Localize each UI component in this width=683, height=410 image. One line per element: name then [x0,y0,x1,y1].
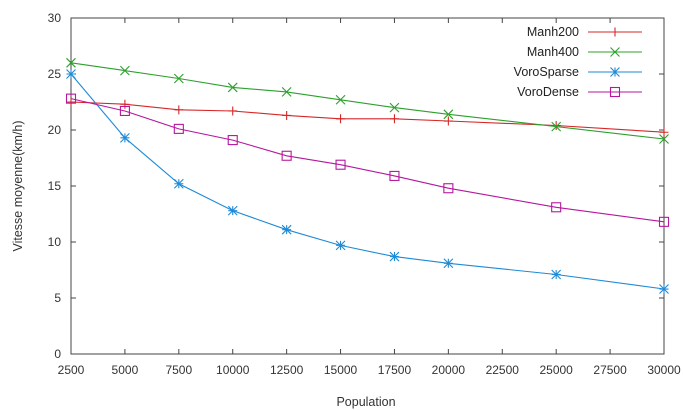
data-point [120,132,130,143]
legend: Manh200 Manh400 VoroSparse VoroDense [514,25,642,99]
data-point [551,121,562,132]
legend-item: VoroSparse [514,65,642,79]
data-point [66,69,76,79]
y-tick-label: 20 [48,123,62,137]
series-line [70,101,665,133]
legend-marker [610,67,620,77]
legend-label: Manh400 [527,45,579,59]
y-axis-label: Vitesse moyenne(km/h) [11,120,25,251]
legend-marker [610,47,620,57]
series-manh200 [66,97,669,137]
data-point [389,170,400,181]
series-line [70,98,665,223]
x-tick-label: 5000 [112,363,139,377]
legend-label: Manh200 [527,25,579,39]
y-tick-label: 15 [48,179,62,193]
data-point [335,94,346,105]
legend-item: Manh200 [527,25,642,39]
data-point [443,116,453,126]
data-point [282,110,292,120]
data-point [227,82,238,93]
x-axis: 2500 5000 7500 10000 12500 15000 17500 20000 225… [58,18,681,377]
legend-item: VoroDense [517,85,642,99]
legend-marker [609,86,621,98]
data-point [659,127,669,137]
y-tick-label: 5 [54,291,61,305]
data-point [389,114,399,124]
data-point [551,269,562,280]
data-point [443,258,454,269]
x-tick-label: 7500 [165,363,192,377]
data-point [281,87,292,97]
data-point [227,205,238,216]
data-point [281,224,292,235]
x-tick-label: 22500 [486,363,520,377]
data-point [228,106,238,116]
x-tick-label: 27500 [593,363,627,377]
legend-marker [610,27,620,37]
y-tick-label: 10 [48,235,62,249]
series-manh400 [66,57,669,144]
data-point [551,121,561,131]
data-point [443,183,454,194]
data-point [335,159,346,170]
x-tick-label: 25000 [539,363,573,377]
legend-item: Manh400 [527,45,642,59]
x-tick-label: 17500 [378,363,412,377]
data-point [659,134,669,144]
data-point [551,202,562,213]
x-tick-label: 15000 [324,363,358,377]
x-axis-label: Population [336,395,395,409]
data-point [336,114,346,124]
y-tick-label: 30 [48,11,62,25]
data-point [389,251,400,262]
data-point [173,178,184,189]
data-point [173,73,184,84]
data-point [227,135,238,146]
data-point [119,105,130,117]
x-tick-label: 2500 [58,363,85,377]
x-tick-label: 20000 [432,363,466,377]
legend-label: VoroDense [517,85,579,99]
series-layer [65,57,670,294]
data-point [120,65,130,76]
data-point [120,99,130,109]
data-point [659,284,669,294]
data-point [65,93,77,104]
data-point [443,109,454,120]
data-point [173,123,184,134]
series-line [70,73,665,290]
series-vorodense [65,93,670,227]
data-point [66,57,76,68]
data-point [658,216,670,227]
y-tick-label: 0 [54,347,61,361]
data-point [174,105,184,115]
series-line [70,62,665,140]
data-point [281,150,292,161]
x-tick-label: 30000 [647,363,681,377]
x-tick-label: 12500 [270,363,304,377]
y-axis: 0 5 10 15 20 25 30 [48,11,664,361]
legend-label: VoroSparse [514,65,579,79]
data-point [335,240,346,251]
x-tick-label: 10000 [216,363,250,377]
data-point [389,102,400,113]
series-vorosparse [66,69,669,294]
y-tick-label: 25 [48,67,62,81]
